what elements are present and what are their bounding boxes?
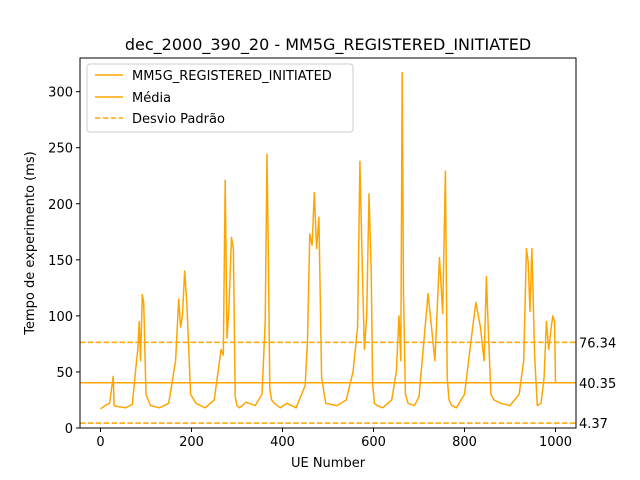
ref-value-label-2: 40.35 — [579, 377, 616, 392]
plot-area — [80, 71, 576, 424]
ref-value-label-1: 76.34 — [579, 336, 616, 351]
y-tick-label: 100 — [48, 310, 73, 325]
ref-value-label-3: 4.37 — [579, 417, 608, 432]
x-tick-label: 0 — [96, 435, 104, 450]
legend-label-std: Desvio Padrão — [132, 112, 225, 127]
y-tick-label: 0 — [65, 422, 73, 437]
x-axis-label: UE Number — [291, 456, 366, 471]
legend: MM5G_REGISTERED_INITIATED Média Desvio P… — [86, 63, 354, 133]
y-tick-label: 300 — [48, 86, 73, 101]
series-line — [100, 71, 557, 410]
y-tick-label: 150 — [48, 254, 73, 269]
axes: 76.34 40.35 4.37 0 200 400 600 800 1000 0 50 100 150… — [48, 86, 616, 450]
y-tick-label: 50 — [56, 366, 73, 381]
x-tick-label: 200 — [179, 435, 204, 450]
legend-label-mean: Média — [132, 91, 171, 106]
x-tick-label: 800 — [452, 435, 477, 450]
legend-box — [86, 63, 354, 133]
y-tick-label: 250 — [48, 142, 73, 157]
x-tick-label: 400 — [270, 435, 295, 450]
x-tick-label: 600 — [361, 435, 386, 450]
legend-label-series: MM5G_REGISTERED_INITIATED — [132, 69, 332, 84]
y-tick-label: 200 — [48, 198, 73, 213]
plot-frame — [79, 57, 577, 429]
x-tick-label: 1000 — [539, 435, 572, 450]
y-axis-label: Tempo de experimento (ms) — [23, 151, 38, 335]
chart-title: dec_2000_390_20 - MM5G_REGISTERED_INITIA… — [125, 35, 531, 55]
